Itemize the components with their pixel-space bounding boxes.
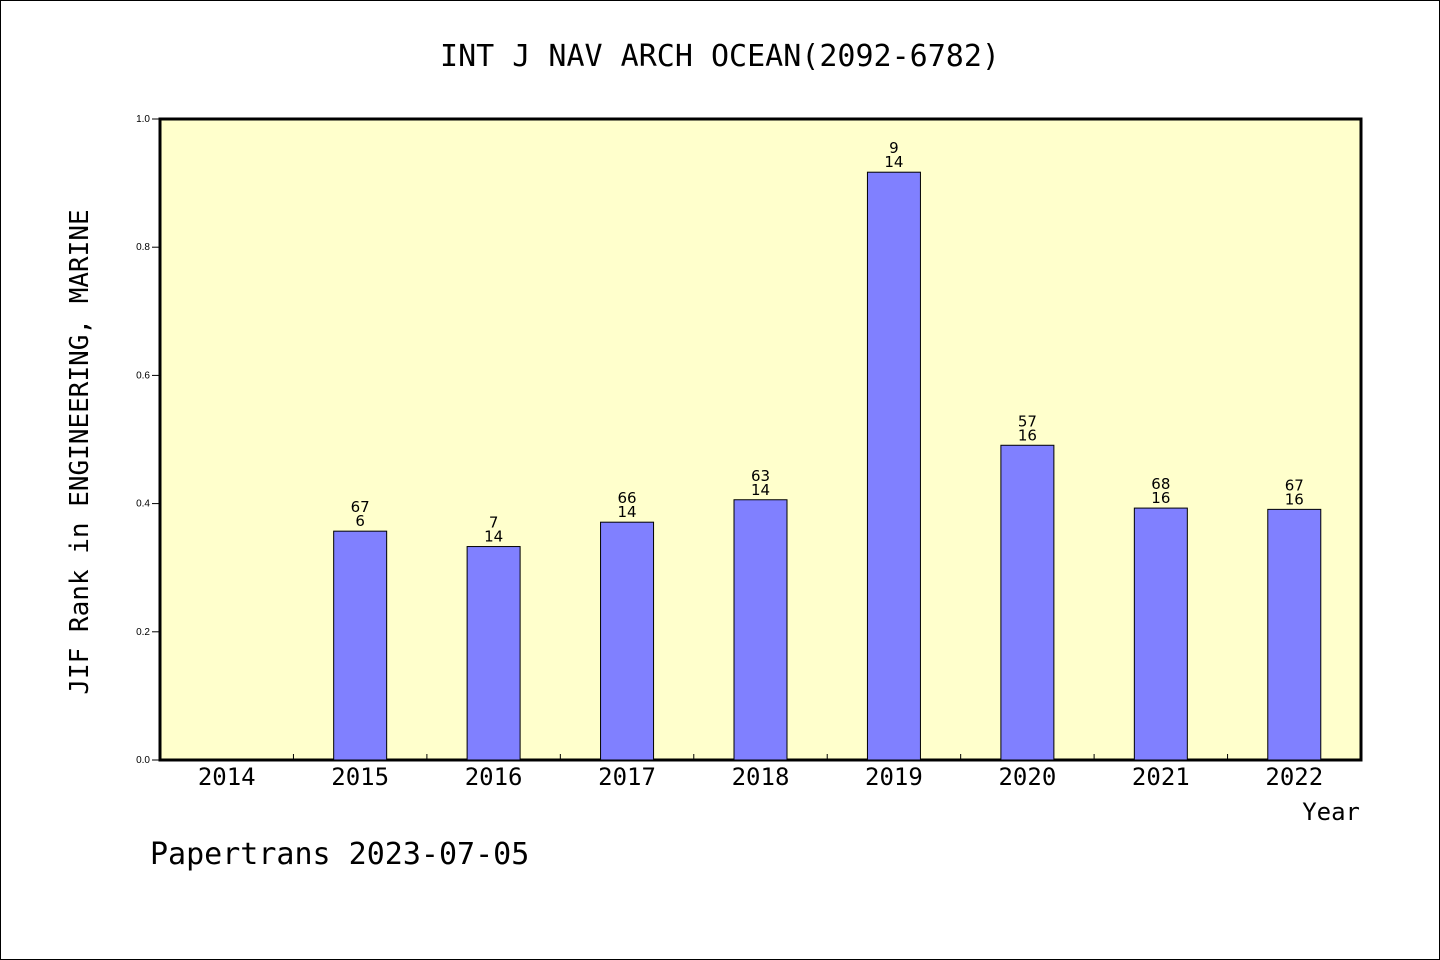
y-axis-label: JIF Rank in ENGINEERING, MARINE xyxy=(65,209,95,694)
bar-2018 xyxy=(733,499,788,761)
bar-count-label-2018: 14 xyxy=(751,481,770,499)
bar-rank-label-2016: 7 xyxy=(489,514,499,532)
x-tick-label-2020: 2020 xyxy=(998,763,1056,791)
bars-group xyxy=(333,171,1322,761)
y-tick-label-1.0: 1.0 xyxy=(136,114,150,125)
bar-rank-label-2022: 67 xyxy=(1285,476,1304,494)
x-ticks-group: 2014 2015 2016 2017 2018 2019 2020 2021 2022 xyxy=(198,754,1323,791)
bar-2020 xyxy=(1000,444,1055,761)
bar-rank-label-2019: 9 xyxy=(889,139,899,157)
bar-count-label-2020: 16 xyxy=(1018,426,1037,444)
x-tick-label-2014: 2014 xyxy=(198,763,256,791)
bar-rank-label-2021: 68 xyxy=(1151,475,1170,493)
y-tick-label-0.8: 0.8 xyxy=(136,242,150,253)
bar-count-label-2019: 14 xyxy=(884,153,903,171)
x-tick-label-2021: 2021 xyxy=(1132,763,1190,791)
footer-credit: Papertrans 2023-07-05 xyxy=(150,837,529,872)
x-tick-label-2015: 2015 xyxy=(331,763,389,791)
bar-2022 xyxy=(1267,508,1322,761)
bar-count-label-2016: 14 xyxy=(484,528,503,546)
bar-count-label-2017: 14 xyxy=(618,503,637,521)
bar-count-label-2022: 16 xyxy=(1285,490,1304,508)
x-tick-label-2017: 2017 xyxy=(598,763,656,791)
bar-2015 xyxy=(333,530,388,761)
bar-rank-label-2015: 67 xyxy=(351,498,370,516)
bar-2017 xyxy=(600,521,655,761)
bar-count-label-2015: 6 xyxy=(355,512,365,530)
x-tick-label-2016: 2016 xyxy=(465,763,523,791)
chart-title: INT J NAV ARCH OCEAN(2092-6782) xyxy=(440,39,1000,74)
y-tick-label-0.0: 0.0 xyxy=(136,755,150,766)
y-ticks-group: 0.0 0.2 0.4 0.6 0.8 1.0 xyxy=(136,114,160,766)
y-tick-label-0.2: 0.2 xyxy=(136,627,150,638)
bar-rank-label-2018: 63 xyxy=(751,467,770,485)
x-axis-label: Year xyxy=(1302,798,1360,826)
y-tick-label-0.6: 0.6 xyxy=(136,370,150,381)
bar-2021 xyxy=(1133,507,1188,761)
y-tick-label-0.4: 0.4 xyxy=(136,499,150,510)
bar-count-label-2021: 16 xyxy=(1151,489,1170,507)
x-tick-label-2018: 2018 xyxy=(732,763,790,791)
x-tick-label-2019: 2019 xyxy=(865,763,923,791)
bar-rank-label-2020: 57 xyxy=(1018,412,1037,430)
bar-2016 xyxy=(466,546,521,761)
x-tick-label-2022: 2022 xyxy=(1265,763,1323,791)
bar-rank-label-2017: 66 xyxy=(618,489,637,507)
bar-2019 xyxy=(866,171,921,761)
